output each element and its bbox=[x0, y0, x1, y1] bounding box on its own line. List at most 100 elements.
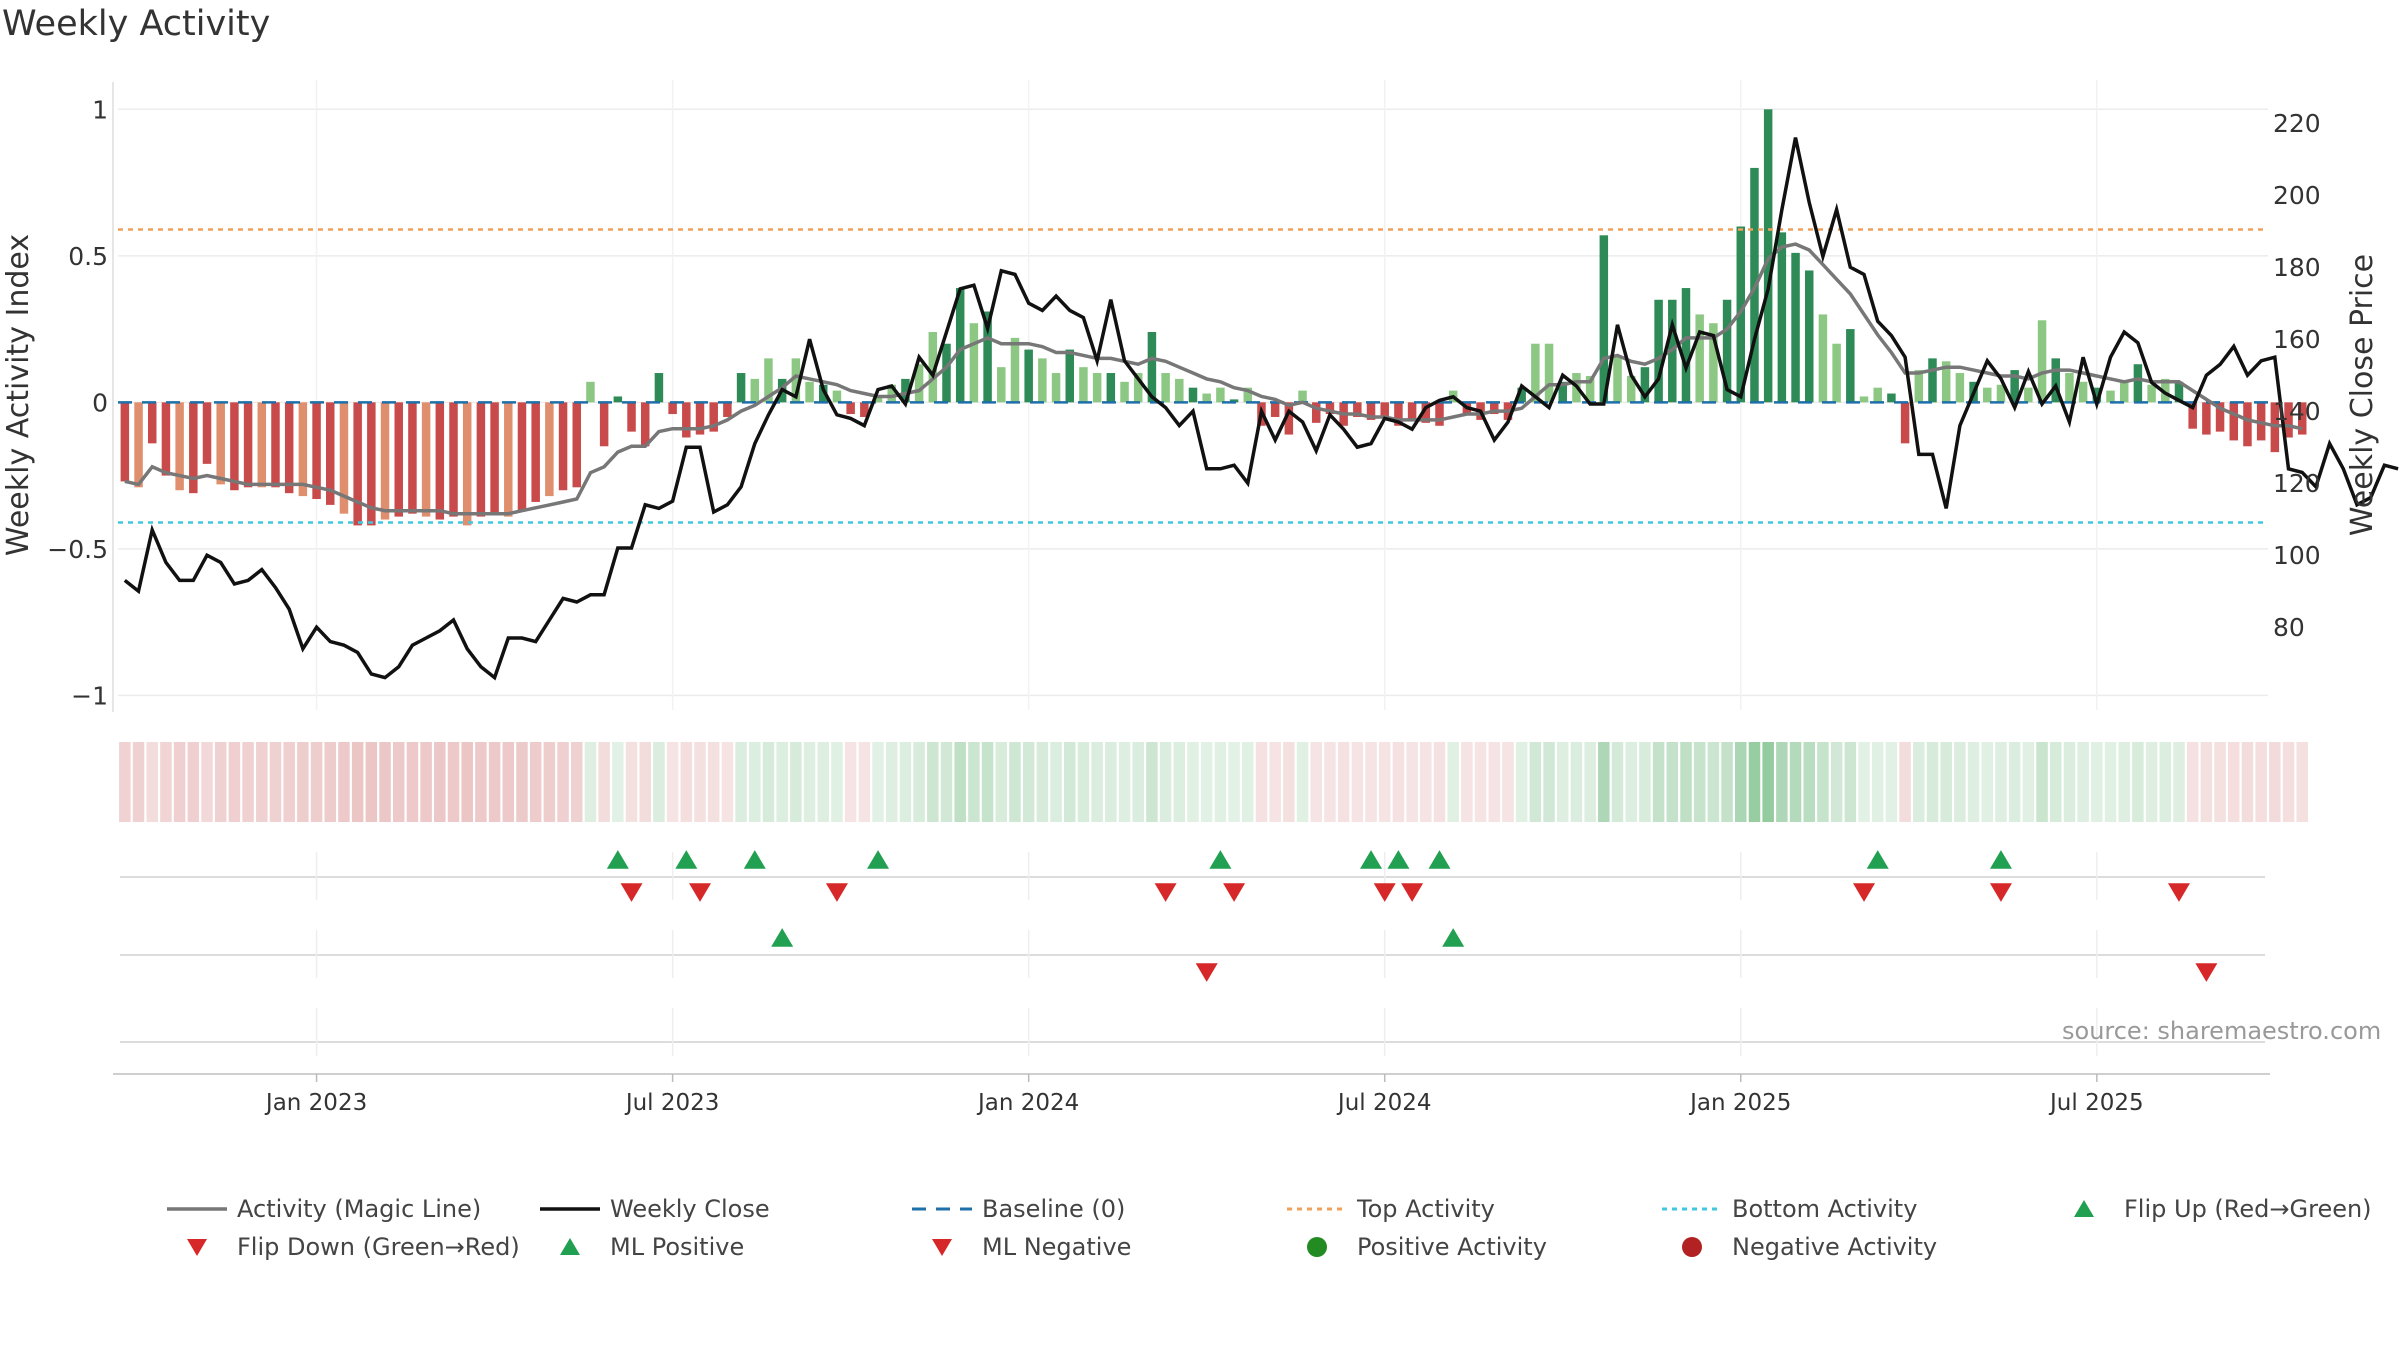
heat-cell bbox=[1420, 742, 1432, 822]
heat-cell bbox=[2008, 742, 2021, 822]
heat-cell bbox=[1707, 742, 1720, 822]
activity-bar bbox=[2133, 364, 2143, 403]
heat-cell bbox=[2269, 742, 2281, 822]
heat-cell bbox=[653, 742, 665, 822]
flip-down-marker bbox=[1223, 883, 1246, 902]
legend-label: ML Negative bbox=[982, 1233, 1132, 1261]
activity-bar bbox=[1024, 349, 1033, 403]
activity-bar bbox=[1120, 381, 1129, 403]
activity-bar bbox=[1284, 402, 1294, 435]
heat-cell bbox=[1488, 742, 1501, 822]
legend-item: Negative Activity bbox=[1660, 1233, 1937, 1261]
activity-bar bbox=[955, 288, 965, 403]
flip-down-marker bbox=[1154, 883, 1177, 902]
right-tick-label: 120 bbox=[2273, 469, 2321, 498]
heat-cell bbox=[666, 742, 679, 822]
right-tick-label: 180 bbox=[2273, 253, 2321, 282]
legend-symbol-icon bbox=[538, 1234, 602, 1260]
heat-cell bbox=[1392, 742, 1405, 822]
activity-bar bbox=[1736, 226, 1746, 403]
heat-cell bbox=[954, 742, 966, 822]
magic-line bbox=[124, 242, 2303, 516]
activity-bar bbox=[545, 402, 554, 497]
activity-bar bbox=[462, 402, 472, 526]
y-axis-label-left: Weekly Activity Index bbox=[1, 234, 36, 556]
activity-bar bbox=[312, 402, 321, 500]
heat-cell bbox=[995, 742, 1008, 822]
activity-bar bbox=[1887, 393, 1896, 403]
heat-cell bbox=[1625, 742, 1637, 822]
legend-label: Flip Down (Green→Red) bbox=[237, 1233, 520, 1261]
activity-bar bbox=[1983, 387, 1992, 403]
flip-down-marker bbox=[689, 883, 712, 902]
heat-cell bbox=[1817, 742, 1829, 822]
legend-symbol-icon bbox=[165, 1234, 229, 1260]
activity-bar bbox=[640, 402, 650, 447]
heat-cell bbox=[434, 742, 446, 822]
right-tick-label: 100 bbox=[2273, 541, 2321, 570]
heat-cell bbox=[2036, 742, 2048, 822]
heat-cell bbox=[2118, 742, 2130, 822]
heat-cell bbox=[762, 742, 775, 822]
legend-item: Positive Activity bbox=[1285, 1233, 1547, 1261]
heat-cell bbox=[1022, 742, 1035, 822]
heat-cell bbox=[2077, 742, 2089, 822]
legend-item: Bottom Activity bbox=[1660, 1195, 1917, 1223]
heat-cell bbox=[1680, 742, 1692, 822]
activity-bar bbox=[1818, 314, 1828, 403]
right-tick-label: 140 bbox=[2273, 397, 2321, 426]
heat-cell bbox=[1954, 742, 1966, 822]
activity-bar bbox=[1147, 332, 1157, 403]
activity-bar bbox=[682, 402, 691, 438]
legend-symbol-icon bbox=[165, 1196, 229, 1222]
heat-cell bbox=[1337, 742, 1350, 822]
heat-cell bbox=[1077, 742, 1090, 822]
activity-bar bbox=[1654, 299, 1663, 403]
heat-cell bbox=[1735, 742, 1747, 822]
heat-cell bbox=[584, 742, 597, 822]
reference-lines bbox=[118, 228, 2268, 524]
left-tick-label: −0.5 bbox=[47, 535, 108, 564]
heat-cell bbox=[1242, 742, 1254, 822]
legend-symbol-icon bbox=[910, 1234, 974, 1260]
heat-cell bbox=[1926, 742, 1939, 822]
flip-up-marker bbox=[1209, 850, 1232, 869]
activity-bar bbox=[1695, 314, 1704, 403]
heat-cell bbox=[119, 742, 131, 822]
activity-bar bbox=[1243, 387, 1253, 403]
activity-bar bbox=[2106, 390, 2115, 403]
ml-positive-marker bbox=[1442, 928, 1465, 947]
ml-negative-marker bbox=[1195, 963, 1218, 982]
heat-cell bbox=[1200, 742, 1213, 822]
ml-positive-marker bbox=[771, 928, 794, 947]
flip-up-marker bbox=[743, 850, 766, 869]
flip-up-marker bbox=[1360, 850, 1383, 869]
right-tick-label: 80 bbox=[2273, 613, 2305, 642]
heat-cell bbox=[1159, 742, 1172, 822]
heat-cell bbox=[1803, 742, 1815, 822]
activity-bar bbox=[1079, 367, 1088, 403]
heat-cell bbox=[1324, 742, 1336, 822]
activity-bar bbox=[914, 364, 924, 403]
activity-bar bbox=[1873, 387, 1882, 403]
heat-cell bbox=[2282, 742, 2295, 822]
activity-bar bbox=[928, 332, 938, 403]
ml-negative-marker bbox=[2195, 963, 2218, 982]
activity-bar bbox=[1435, 402, 1444, 426]
activity-bar bbox=[901, 378, 910, 403]
heat-cell bbox=[351, 742, 364, 822]
chart-title: Weekly Activity bbox=[2, 4, 271, 44]
activity-bar bbox=[161, 402, 171, 476]
activity-bar bbox=[271, 402, 280, 488]
activity-bar bbox=[531, 402, 540, 502]
activity-bar bbox=[1394, 402, 1403, 426]
heat-cell bbox=[1228, 742, 1240, 822]
activity-bar bbox=[1175, 378, 1184, 403]
heat-cell bbox=[913, 742, 925, 822]
activity-bar bbox=[1325, 402, 1335, 415]
heat-cell bbox=[420, 742, 432, 822]
legend-symbol-icon bbox=[538, 1196, 602, 1222]
heat-cell bbox=[132, 742, 145, 822]
activity-bar bbox=[1133, 373, 1143, 403]
right-tick-label: 200 bbox=[2273, 181, 2321, 210]
